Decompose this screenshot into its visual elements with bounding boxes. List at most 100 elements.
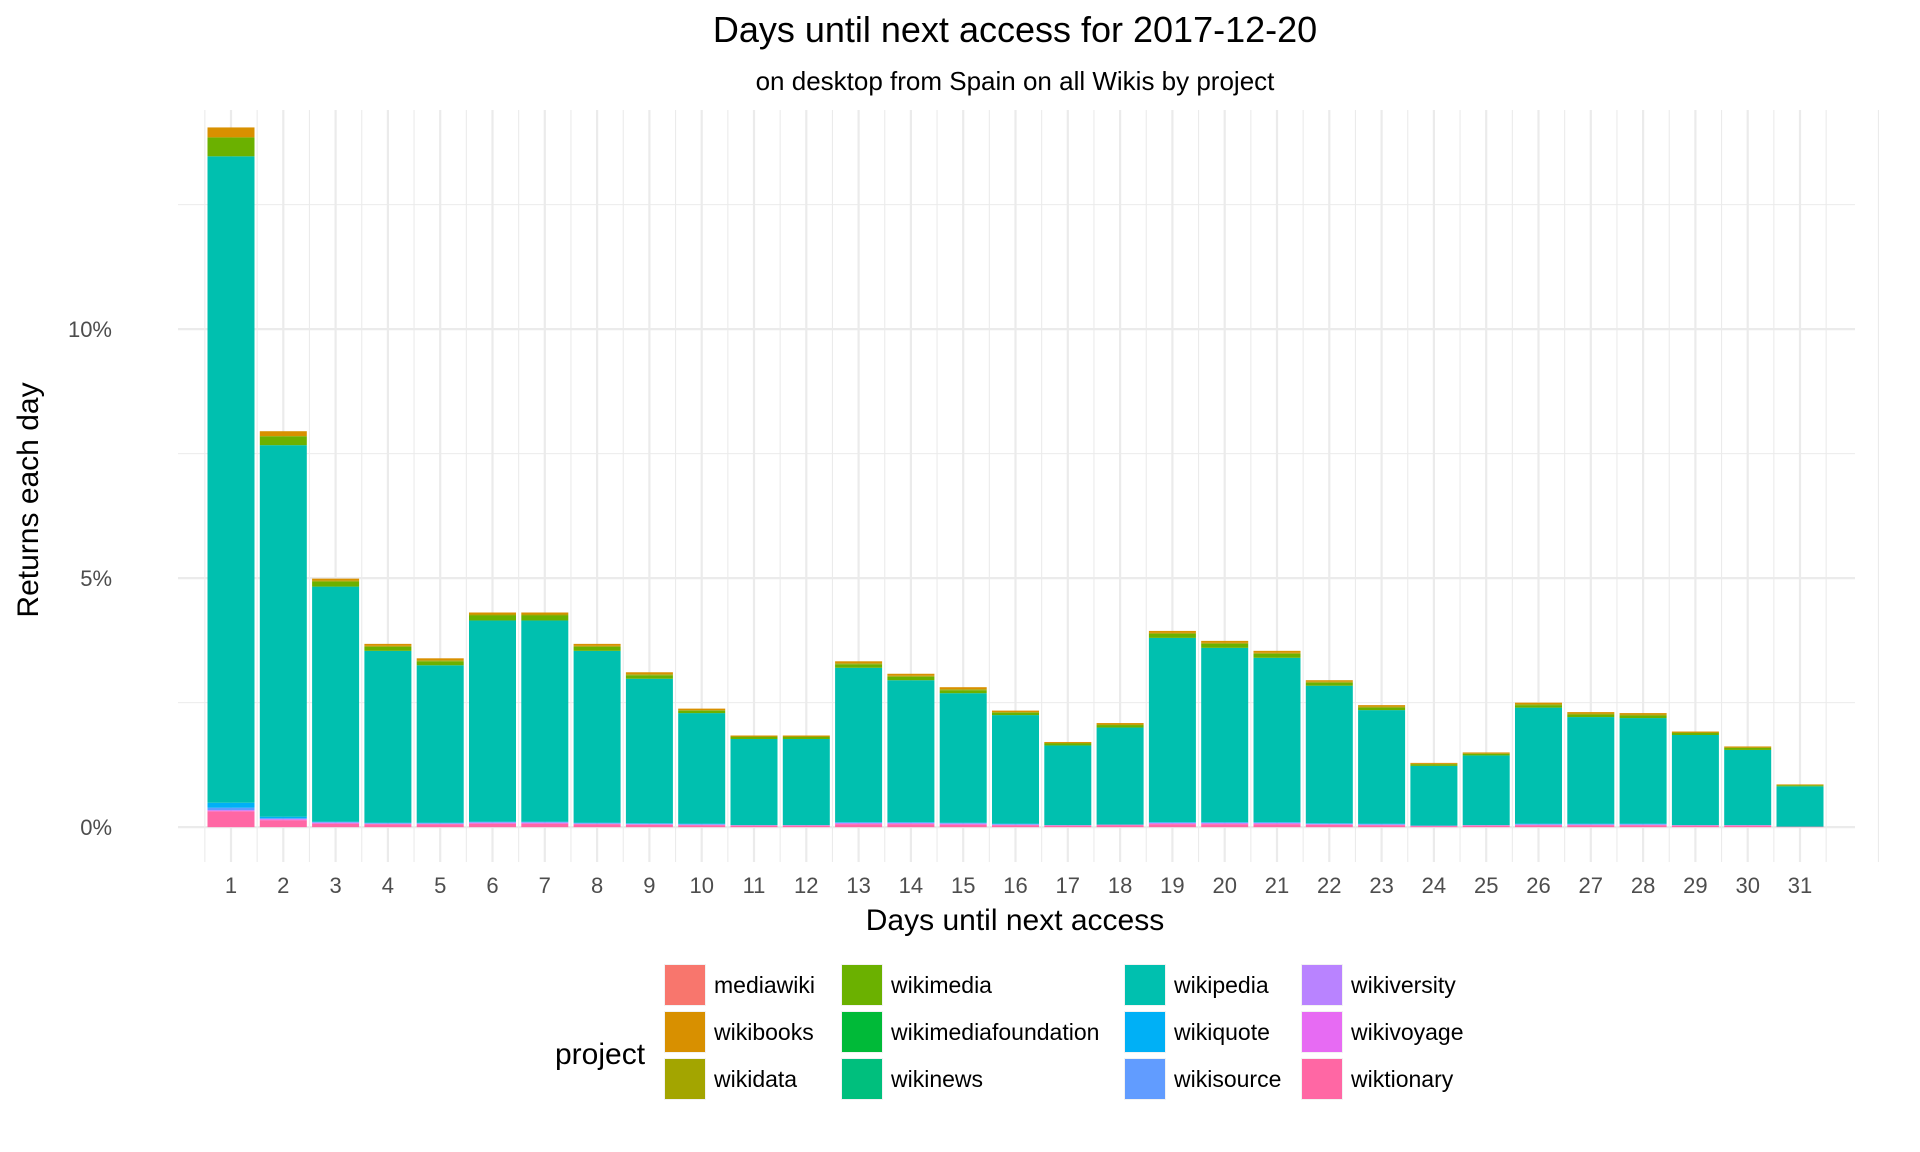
x-tick-label: 7 [539, 873, 551, 898]
bar-segment-wikibooks-day-24 [1410, 762, 1458, 764]
bar-segment-wikisource-day-13 [835, 822, 883, 824]
x-tick-label: 5 [434, 873, 446, 898]
bar-segment-wiktionary-day-2 [259, 820, 307, 828]
x-tick-label: 18 [1108, 873, 1132, 898]
x-tick-label: 3 [329, 873, 341, 898]
bar-segment-wikibooks-day-2 [259, 431, 307, 437]
bar-segment-wikiquote-day-28 [1619, 823, 1667, 825]
bar-segment-wikimedia-day-8 [573, 646, 621, 651]
bar-segment-wikiquote-day-1 [207, 802, 255, 808]
bar-segment-wikimedia-day-23 [1358, 707, 1406, 711]
bar-segment-wikiquote-day-27 [1567, 823, 1615, 825]
legend-swatch-wikipedia [1125, 965, 1165, 1005]
bar-segment-wiktionary-day-18 [1096, 825, 1144, 828]
bar-segment-wikidata-day-23 [1358, 706, 1406, 708]
bar-segment-wiktionary-day-30 [1724, 825, 1772, 828]
bar-segment-wiktionary-day-8 [573, 824, 621, 828]
bar-segment-wikimedia-day-26 [1515, 705, 1562, 708]
x-tick-label: 17 [1056, 873, 1080, 898]
bar-segment-wikidata-day-7 [521, 614, 569, 616]
x-tick-label: 2 [277, 873, 289, 898]
bar-segment-wikibooks-day-31 [1776, 784, 1824, 785]
bar-segment-wikiquote-day-15 [939, 822, 987, 824]
y-tick-label: 0% [80, 815, 112, 840]
bar-segment-wiktionary-day-13 [835, 824, 883, 828]
bar-segment-wikidata-day-4 [364, 645, 412, 647]
legend-swatch-wikimediafoundation [842, 1012, 882, 1052]
bar-segment-wikivoyage-day-30 [1724, 825, 1772, 826]
bar-segment-wikiquote-day-9 [625, 823, 673, 824]
bar-segment-wikivoyage-day-1 [207, 810, 255, 812]
x-tick-label: 19 [1160, 873, 1184, 898]
bar-segment-wikibooks-day-21 [1253, 650, 1301, 653]
bar-segment-wikivoyage-day-29 [1671, 825, 1719, 826]
bar-segment-wikivoyage-day-26 [1515, 824, 1562, 826]
bar-segment-wikidata-day-29 [1671, 732, 1719, 734]
bar-segment-wikisource-day-6 [469, 822, 516, 823]
x-tick-label: 10 [689, 873, 713, 898]
bar-segment-wikiquote-day-2 [259, 816, 307, 819]
legend-swatch-mediawiki [665, 965, 705, 1005]
bar-segment-wiktionary-day-26 [1515, 825, 1562, 828]
bar-segment-wikimedia-day-10 [678, 710, 726, 714]
bar-segment-wikiquote-day-20 [1201, 822, 1249, 823]
bar-segment-wikidata-day-30 [1724, 747, 1772, 748]
bar-segment-wiktionary-day-4 [364, 824, 412, 828]
bar-segment-wikibooks-day-16 [992, 710, 1039, 713]
legend-swatch-wikimedia [842, 965, 882, 1005]
bar-segment-wikivoyage-day-11 [730, 825, 778, 826]
bar-segment-wikipedia-day-5 [416, 665, 464, 823]
legend-label-wikinews: wikinews [890, 1066, 983, 1092]
bar-segment-wikimedia-day-25 [1462, 753, 1510, 756]
legend: project mediawiki wikibooks wikidata wikime… [555, 964, 1464, 1100]
legend-label-wikipedia: wikipedia [1173, 972, 1269, 998]
bar-segment-wikivoyage-day-20 [1201, 823, 1249, 825]
bar-segment-wikibooks-day-15 [939, 687, 987, 690]
bar-segment-wikivoyage-day-23 [1358, 824, 1406, 826]
bar-segment-wikipedia-day-15 [939, 693, 987, 823]
bars [207, 127, 1824, 828]
bar-segment-wikiquote-day-14 [887, 822, 935, 823]
legend-swatch-wikibooks [665, 1012, 705, 1052]
bar-segment-wikimedia-day-29 [1671, 733, 1719, 736]
bar-segment-wikimedia-day-28 [1619, 715, 1667, 719]
bar-segment-wikiquote-day-22 [1305, 823, 1353, 824]
bar-segment-wikipedia-day-6 [469, 620, 516, 822]
bar-segment-wikibooks-day-4 [364, 643, 412, 646]
y-tick-label: 5% [80, 566, 112, 591]
bar-segment-wikisource-day-16 [992, 824, 1039, 825]
bar-segment-wiktionary-day-31 [1776, 826, 1824, 828]
bar-segment-wikidata-day-20 [1201, 642, 1249, 644]
bar-segment-wikidata-day-12 [782, 736, 830, 738]
bar-segment-wikivoyage-day-16 [992, 824, 1039, 826]
bar-segment-wikisource-day-14 [887, 822, 935, 824]
bar-segment-wikisource-day-4 [364, 823, 412, 824]
bar-segment-wikimedia-day-3 [312, 581, 360, 587]
bar-segment-wiktionary-day-27 [1567, 825, 1615, 828]
bar-segment-wikimedia-day-11 [730, 736, 778, 739]
bar-segment-wikimedia-day-2 [259, 436, 307, 446]
bar-segment-wikimedia-day-13 [835, 664, 883, 668]
legend-label-wiktionary: wiktionary [1350, 1066, 1454, 1092]
bar-segment-wikivoyage-day-17 [1044, 825, 1092, 826]
bar-segment-wikibooks-day-3 [312, 578, 360, 581]
bar-segment-wikipedia-day-3 [312, 586, 360, 822]
bar-segment-wikipedia-day-18 [1096, 727, 1144, 825]
bar-segment-wikiquote-day-16 [992, 823, 1039, 825]
bar-segment-wikimedia-day-30 [1724, 747, 1772, 750]
bar-segment-wikimedia-day-12 [782, 736, 830, 739]
bar-segment-wiktionary-day-21 [1253, 824, 1301, 828]
bar-segment-wikidata-day-16 [992, 712, 1039, 713]
chart-title: Days until next access for 2017-12-20 [713, 9, 1317, 50]
bar-segment-wikivoyage-day-25 [1462, 825, 1510, 826]
bar-segment-wikivoyage-day-2 [259, 819, 307, 821]
x-tick-label: 20 [1212, 873, 1236, 898]
bar-segment-wikibooks-day-22 [1305, 680, 1353, 682]
bar-segment-wikivoyage-day-9 [625, 824, 673, 825]
bar-segment-wiktionary-day-12 [782, 825, 830, 828]
bar-segment-wikivoyage-day-13 [835, 823, 883, 825]
bar-segment-wikipedia-day-24 [1410, 765, 1458, 826]
bar-segment-wikibooks-day-8 [573, 643, 621, 646]
bar-segment-wikidata-day-18 [1096, 724, 1144, 726]
bar-segment-wikimedia-day-31 [1776, 785, 1824, 787]
